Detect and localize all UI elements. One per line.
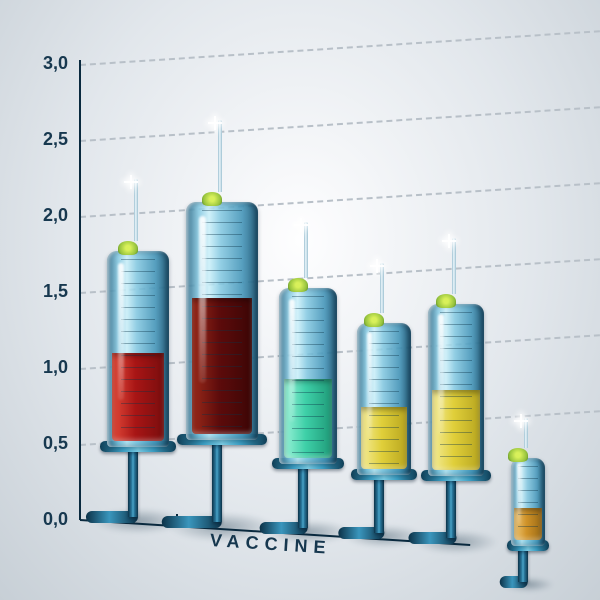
graduation-marks-icon [440,312,471,468]
hub-icon [202,192,222,206]
glass-highlight [118,263,124,400]
graduation-marks-icon [518,466,537,538]
needle-icon [218,120,222,192]
needle-icon [524,418,528,448]
barrel-icon [357,323,411,475]
graduation-marks-icon [121,259,156,439]
y-axis [79,60,81,520]
y-tick-2: 1,0 [18,357,68,378]
plunger-rod-icon [298,464,308,528]
needle-icon [134,179,138,241]
needle-icon [452,238,456,294]
y-tick-4: 2,0 [18,205,68,226]
grid-line-5 [80,106,600,142]
hub-icon [118,241,138,255]
hub-icon [508,448,528,462]
glass-highlight [438,314,444,434]
glass-highlight [517,463,520,525]
graduation-marks-icon [292,296,324,456]
glass-highlight [199,216,206,383]
graduation-marks-icon [369,331,399,467]
plunger-rod-icon [212,440,222,522]
needle-icon [304,222,308,278]
grid-line-4 [80,182,600,218]
plunger-rod-icon [128,447,138,517]
barrel-icon [428,304,484,476]
y-tick-0: 0,0 [18,509,68,530]
needle-icon [380,263,384,313]
y-tick-1: 0,5 [18,433,68,454]
vaccine-syringe-chart: 0,00,51,01,52,02,53,0VACCINE [0,0,600,600]
plunger-rod-icon [518,546,528,582]
barrel-icon [186,202,258,440]
hub-icon [436,294,456,308]
hub-icon [288,278,308,292]
barrel-icon [511,458,545,546]
glass-highlight [289,299,295,422]
glass-highlight [367,332,372,438]
plunger-rod-icon [374,475,384,533]
graduation-marks-icon [202,210,242,432]
plunger-rod-icon [446,476,456,538]
y-tick-3: 1,5 [18,281,68,302]
barrel-icon [107,251,169,447]
y-tick-5: 2,5 [18,129,68,150]
hub-icon [364,313,384,327]
grid-line-6 [80,30,600,66]
y-tick-6: 3,0 [18,53,68,74]
barrel-icon [279,288,337,464]
